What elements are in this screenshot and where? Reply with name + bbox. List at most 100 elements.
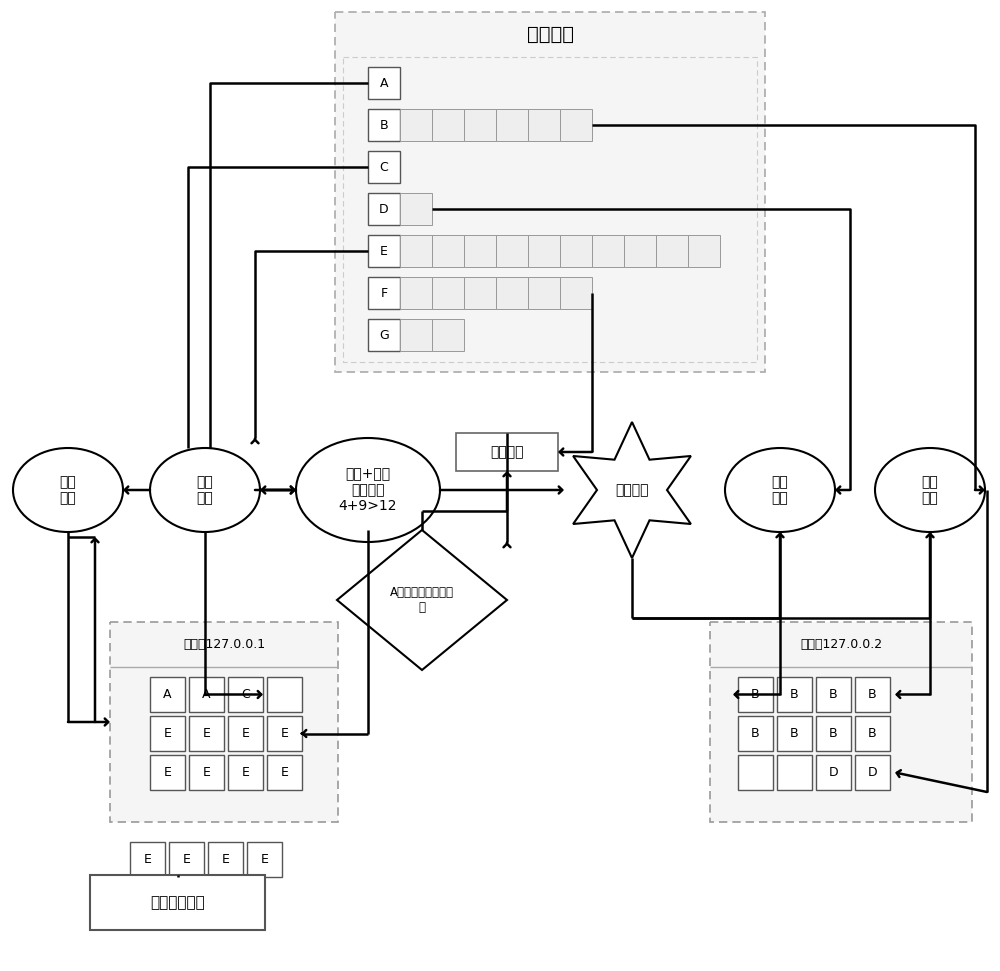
Bar	[169, 842, 204, 877]
Text: F: F	[380, 286, 388, 299]
Bar	[560, 277, 592, 309]
Bar	[777, 716, 812, 751]
Bar	[247, 842, 282, 877]
Text: 拉取
任务: 拉取 任务	[922, 475, 938, 505]
Bar	[189, 716, 224, 751]
Bar	[456, 433, 558, 471]
Bar	[130, 842, 165, 877]
Bar	[110, 622, 338, 822]
Polygon shape	[337, 530, 507, 670]
Text: 拉取
任务: 拉取 任务	[772, 475, 788, 505]
Bar	[528, 235, 560, 267]
Bar	[432, 277, 464, 309]
Text: C: C	[380, 160, 388, 174]
Text: 创建阈值槽位: 创建阈值槽位	[150, 895, 205, 910]
Text: E: E	[164, 727, 171, 740]
Bar	[228, 677, 263, 712]
Bar	[560, 235, 592, 267]
Text: 拉取
任务: 拉取 任务	[197, 475, 213, 505]
Text: E: E	[183, 853, 190, 866]
Bar	[496, 109, 528, 141]
Text: E: E	[222, 853, 229, 866]
Bar	[368, 193, 400, 225]
Bar	[400, 193, 432, 225]
Bar	[528, 109, 560, 141]
Text: E: E	[242, 766, 249, 779]
Bar	[855, 755, 890, 790]
Bar	[738, 677, 773, 712]
Bar	[189, 677, 224, 712]
Bar	[400, 109, 432, 141]
Bar	[710, 622, 972, 822]
Text: B: B	[868, 727, 877, 740]
Bar	[400, 319, 432, 351]
Bar	[208, 842, 243, 877]
Bar	[464, 109, 496, 141]
Bar	[228, 755, 263, 790]
Bar	[560, 109, 592, 141]
Ellipse shape	[150, 448, 260, 532]
Text: C: C	[241, 688, 250, 701]
Text: E: E	[261, 853, 268, 866]
Ellipse shape	[13, 448, 123, 532]
Text: B: B	[790, 688, 799, 701]
Ellipse shape	[875, 448, 985, 532]
Text: 转码接口: 转码接口	[490, 445, 524, 459]
Text: E: E	[144, 853, 151, 866]
Bar	[738, 755, 773, 790]
Bar	[335, 12, 765, 372]
Bar	[189, 755, 224, 790]
Bar	[432, 235, 464, 267]
Text: B: B	[868, 688, 877, 701]
Text: E: E	[281, 727, 288, 740]
Text: A: A	[380, 77, 388, 89]
Text: 槽位不足: 槽位不足	[615, 483, 649, 497]
Text: 转码机127.0.0.2: 转码机127.0.0.2	[800, 638, 882, 651]
Bar	[855, 716, 890, 751]
Bar	[150, 716, 185, 751]
Ellipse shape	[725, 448, 835, 532]
Bar	[267, 716, 302, 751]
Bar	[150, 677, 185, 712]
Bar	[90, 875, 265, 930]
Text: B: B	[751, 727, 760, 740]
Bar	[528, 277, 560, 309]
Text: B: B	[829, 688, 838, 701]
Bar	[816, 716, 851, 751]
Bar	[464, 277, 496, 309]
Bar	[432, 109, 464, 141]
Text: E: E	[242, 727, 249, 740]
Text: A: A	[202, 688, 211, 701]
Text: E: E	[380, 245, 388, 257]
Text: B: B	[751, 688, 760, 701]
Text: B: B	[790, 727, 799, 740]
Polygon shape	[573, 422, 691, 558]
Text: E: E	[281, 766, 288, 779]
Text: G: G	[379, 328, 389, 342]
Bar	[496, 277, 528, 309]
Text: A: A	[163, 688, 172, 701]
Bar	[343, 57, 757, 362]
Bar	[267, 755, 302, 790]
Bar	[368, 319, 400, 351]
Bar	[368, 151, 400, 183]
Text: D: D	[379, 203, 389, 216]
Bar	[150, 755, 185, 790]
Text: B: B	[829, 727, 838, 740]
Text: D: D	[829, 766, 838, 779]
Bar	[400, 235, 432, 267]
Bar	[738, 716, 773, 751]
Text: 转码机127.0.0.1: 转码机127.0.0.1	[183, 638, 265, 651]
Bar	[656, 235, 688, 267]
Bar	[816, 677, 851, 712]
Text: E: E	[203, 766, 210, 779]
Bar	[592, 235, 624, 267]
Text: D: D	[868, 766, 877, 779]
Text: 拉取
任务: 拉取 任务	[60, 475, 76, 505]
Bar	[432, 319, 464, 351]
Text: E: E	[164, 766, 171, 779]
Text: B: B	[380, 118, 388, 131]
Bar	[368, 277, 400, 309]
Bar	[777, 677, 812, 712]
Bar	[464, 235, 496, 267]
